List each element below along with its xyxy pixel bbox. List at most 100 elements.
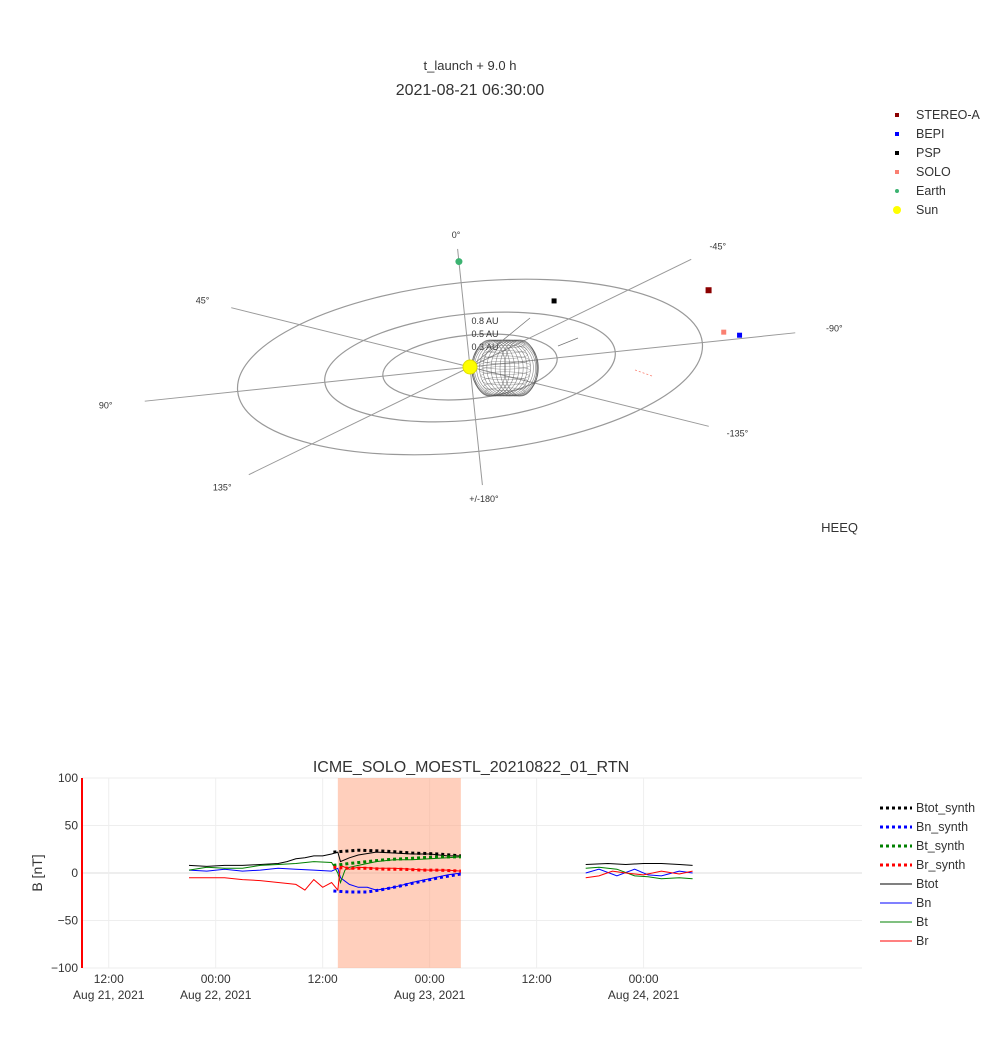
longitude-spoke	[469, 258, 692, 368]
legend-label: SOLO	[916, 165, 951, 179]
earth-direction-line	[469, 317, 531, 368]
x-tick-time: 12:00	[94, 972, 124, 986]
x-tick-time: 00:00	[201, 972, 231, 986]
legend-label: Earth	[916, 184, 946, 198]
cme-flux-rope-mesh	[469, 317, 653, 397]
legend-marker	[895, 132, 899, 136]
timeseries-lines	[188, 848, 693, 894]
radial-label: 0.3 AU	[471, 342, 498, 352]
series-br_synth	[333, 865, 461, 873]
legend-label: Br	[916, 934, 929, 948]
longitude-spokes: 0° -45° -90° -135° +/-180° 135° 90° 45°	[99, 230, 843, 504]
heliospheric-orbit-plot: t_launch + 9.0 h 2021-08-21 06:30:00 STE…	[99, 58, 981, 535]
legend-label: BEPI	[916, 127, 945, 141]
x-tick-time: 00:00	[415, 972, 445, 986]
cme-mesh-line	[484, 387, 526, 396]
angle-label: -135°	[727, 428, 749, 438]
legend-label: Sun	[916, 203, 938, 217]
spacecraft-markers	[455, 258, 743, 375]
cme-mesh-line	[480, 371, 530, 381]
y-tick-label: 0	[71, 866, 78, 880]
x-tick-date: Aug 21, 2021	[73, 988, 145, 1002]
legend-marker	[895, 113, 899, 117]
body-earth	[455, 258, 463, 266]
radial-label: 0.8 AU	[471, 316, 498, 326]
cme-mesh-line	[482, 376, 528, 386]
timeseries-axes: 100 50 0 −50 −100 12:00 Aug 21, 2021 00:00 Aug 2…	[51, 771, 680, 1002]
legend-label: STEREO-A	[916, 108, 981, 122]
y-tick-label: −100	[51, 961, 78, 975]
timeseries-title: ICME_SOLO_MOESTL_20210822_01_RTN	[313, 759, 629, 776]
longitude-spoke	[469, 366, 709, 427]
angle-label: +/-180°	[469, 494, 499, 504]
angle-label: 135°	[213, 483, 232, 493]
series-btot_synth	[333, 848, 462, 858]
y-axis-label: B [nT]	[29, 854, 45, 891]
legend-label: Btot_synth	[916, 801, 975, 815]
orbit-plot-subtitle: t_launch + 9.0 h	[424, 58, 517, 73]
angle-label: 90°	[99, 400, 113, 410]
series-btot	[188, 851, 461, 867]
y-tick-label: −50	[58, 914, 79, 928]
cme-mesh-line	[484, 339, 526, 349]
icme-interval-highlight	[337, 778, 461, 968]
longitude-spoke	[457, 248, 471, 368]
psp-direction-line	[557, 337, 579, 347]
legend-label: Br_synth	[916, 858, 965, 872]
legend-marker	[895, 151, 899, 155]
angle-label: -90°	[826, 324, 843, 334]
series-bn	[585, 868, 693, 877]
angle-label: -45°	[709, 241, 726, 251]
body-sun	[462, 359, 478, 375]
longitude-spoke	[231, 307, 471, 368]
series-bn	[188, 867, 461, 891]
series-btot	[585, 862, 693, 866]
solo-trail	[634, 369, 653, 377]
x-tick-date: Aug 23, 2021	[394, 988, 466, 1002]
cme-mesh-line	[483, 382, 527, 391]
angle-label: 45°	[196, 296, 210, 306]
series-bt_synth	[333, 855, 461, 867]
legend-label: Bt_synth	[916, 839, 965, 853]
longitude-spoke	[248, 366, 471, 476]
cme-mesh-line	[480, 355, 530, 365]
legend-label: PSP	[916, 146, 941, 160]
series-bn_synth	[333, 872, 462, 894]
cme-mesh-line	[482, 350, 528, 359]
legend-label: Btot	[916, 877, 939, 891]
y-tick-label: 50	[65, 819, 79, 833]
x-tick-date: Aug 24, 2021	[608, 988, 680, 1002]
longitude-spoke	[469, 332, 796, 368]
body-solo	[721, 329, 727, 335]
timeseries-grid	[82, 777, 862, 969]
legend-marker	[895, 189, 899, 193]
icme-highlight-band	[337, 778, 461, 968]
y-tick-label: 100	[58, 771, 78, 785]
orbit-legend: STEREO-A BEPI PSP SOLO Earth Sun	[893, 108, 981, 217]
frame-label: HEEQ	[821, 520, 858, 535]
legend-label: Bn	[916, 896, 931, 910]
cme-mesh-line	[479, 366, 531, 375]
legend-marker	[893, 206, 901, 214]
magnetic-field-timeseries: ICME_SOLO_MOESTL_20210822_01_RTN B [nT] …	[29, 759, 975, 1002]
orbit-plot-title: 2021-08-21 06:30:00	[396, 82, 545, 99]
angle-label: 0°	[452, 230, 461, 240]
body-psp	[551, 298, 557, 304]
x-tick-time: 12:00	[308, 972, 338, 986]
radial-label: 0.5 AU	[471, 329, 498, 339]
x-tick-time: 00:00	[629, 972, 659, 986]
x-tick-time: 12:00	[522, 972, 552, 986]
longitude-spoke	[144, 366, 471, 402]
series-br	[585, 870, 693, 879]
series-bt	[585, 866, 693, 880]
longitude-spoke	[469, 366, 483, 486]
timeseries-legend: Btot_synth Bn_synth Bt_synth Br_synth Btot Bn…	[880, 801, 975, 948]
legend-marker	[895, 170, 899, 174]
cme-mesh-line	[479, 360, 531, 370]
legend-label: Bt	[916, 915, 928, 929]
cme-mesh-line	[483, 345, 527, 354]
legend-label: Bn_synth	[916, 820, 968, 834]
x-tick-date: Aug 22, 2021	[180, 988, 252, 1002]
body-stereo-a	[705, 287, 712, 294]
